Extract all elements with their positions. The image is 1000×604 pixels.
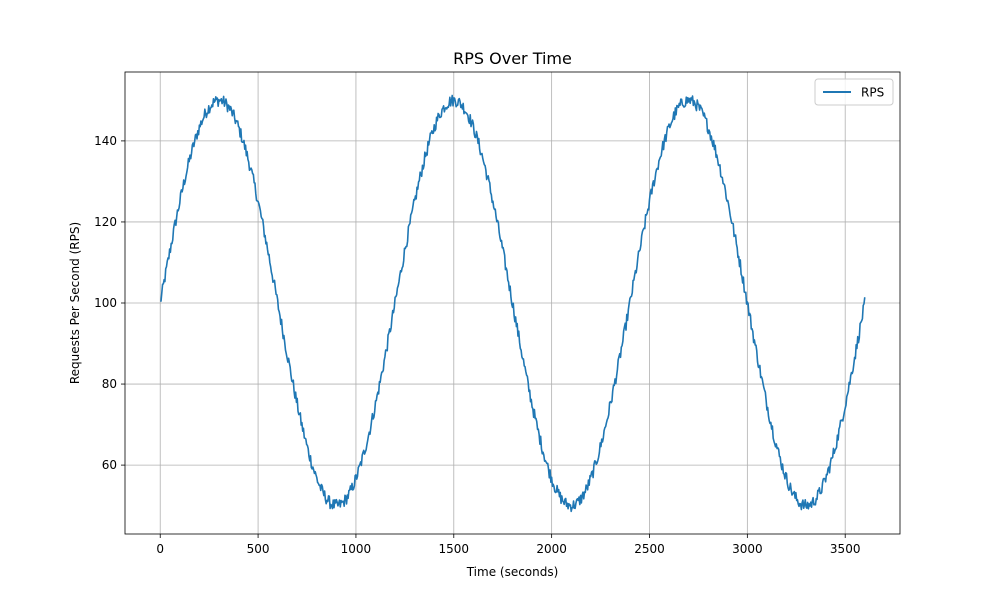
x-tick-label: 1000	[341, 542, 372, 556]
y-tick-label: 60	[102, 458, 117, 472]
legend: RPS	[814, 78, 894, 106]
grid-lines	[125, 72, 900, 534]
chart-title: RPS Over Time	[453, 49, 572, 68]
y-axis-label: Requests Per Second (RPS)	[68, 222, 82, 384]
x-tick-label: 1500	[439, 542, 470, 556]
x-tick-label: 500	[247, 542, 270, 556]
x-tick-label: 3500	[830, 542, 861, 556]
y-axis-ticks: 60 80 100 120 140	[94, 134, 125, 472]
series-layer	[160, 94, 866, 513]
legend-box	[814, 78, 894, 106]
y-tick-label: 120	[94, 215, 117, 229]
x-tick-label: 3000	[732, 542, 763, 556]
x-axis-ticks: 0 500 1000 1500 2000 2500 3000 3500	[156, 534, 860, 556]
series-line-rps	[160, 94, 866, 513]
y-tick-label: 140	[94, 134, 117, 148]
x-axis-label: Time (seconds)	[466, 565, 559, 579]
y-tick-label: 100	[94, 296, 117, 310]
x-tick-label: 2000	[536, 542, 567, 556]
legend-label-rps: RPS	[861, 86, 884, 100]
x-tick-label: 0	[156, 542, 164, 556]
x-tick-label: 2500	[634, 542, 665, 556]
y-tick-label: 80	[102, 377, 117, 391]
